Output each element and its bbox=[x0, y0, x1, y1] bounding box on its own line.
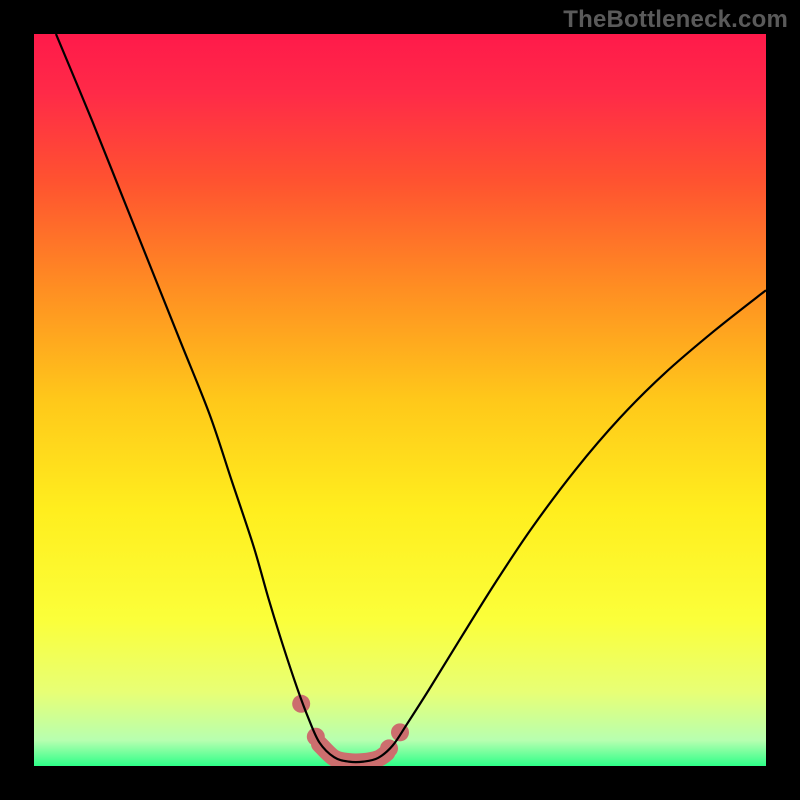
gradient-background bbox=[34, 34, 766, 766]
chart-plot-area bbox=[34, 34, 766, 766]
watermark-text: TheBottleneck.com bbox=[563, 6, 788, 34]
bottleneck-curve-svg bbox=[34, 34, 766, 766]
